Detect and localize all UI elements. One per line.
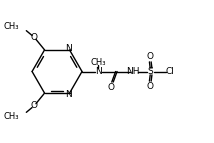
Text: NH: NH (126, 67, 140, 76)
Text: CH₃: CH₃ (3, 22, 19, 31)
Text: N: N (65, 44, 72, 53)
Text: O: O (147, 82, 154, 91)
Text: O: O (31, 33, 37, 42)
Text: CH₃: CH₃ (3, 112, 19, 121)
Text: N: N (95, 67, 102, 76)
Text: O: O (107, 83, 114, 92)
Text: Cl: Cl (166, 67, 175, 76)
Text: O: O (31, 101, 37, 110)
Text: O: O (147, 52, 154, 61)
Text: S: S (147, 67, 153, 76)
Text: N: N (65, 90, 72, 99)
Text: CH₃: CH₃ (91, 58, 106, 67)
